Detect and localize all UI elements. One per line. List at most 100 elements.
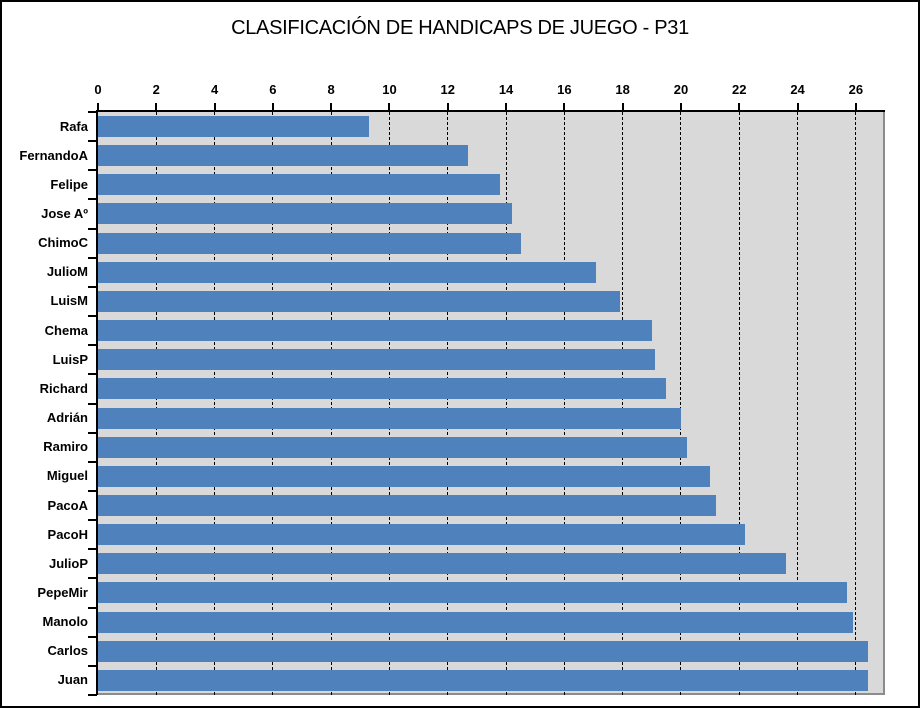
y-axis-line <box>96 110 98 695</box>
bar-juan <box>98 669 868 691</box>
x-tick-14 <box>505 103 508 112</box>
gridline-8 <box>330 112 332 695</box>
x-tick-22 <box>738 103 741 112</box>
bar-pacoa <box>98 494 716 516</box>
x-axis-line <box>96 110 885 112</box>
y-label-manolo: Manolo <box>42 614 89 630</box>
x-tick-20 <box>679 103 682 112</box>
gridline-12 <box>447 112 449 695</box>
x-tick-2 <box>155 103 158 112</box>
bar-luism <box>98 290 620 312</box>
bar-pepemir <box>98 582 848 604</box>
x-tick-0 <box>97 103 99 112</box>
gridline-26 <box>855 112 857 695</box>
y-label-luisp: LuisP <box>52 351 88 367</box>
y-tick-4 <box>88 227 97 230</box>
y-label-luism: LuisM <box>50 293 88 309</box>
bar-chimoc <box>98 232 521 254</box>
y-tick-11 <box>88 431 97 434</box>
y-tick-16 <box>88 577 97 580</box>
y-label-rafa: Rafa <box>59 118 88 134</box>
x-tick-4 <box>213 103 216 112</box>
y-tick-8 <box>88 344 97 347</box>
bar-felipe <box>98 174 501 196</box>
gridline-24 <box>797 112 799 695</box>
y-tick-6 <box>88 285 97 288</box>
bar-richard <box>98 378 667 400</box>
bar-carlos <box>98 640 868 662</box>
y-tick-1 <box>88 140 97 143</box>
x-tick-label-18: 18 <box>615 82 630 97</box>
y-label-pacoa: PacoA <box>47 497 88 513</box>
y-tick-5 <box>88 256 97 259</box>
gridline-10 <box>388 112 390 695</box>
y-tick-10 <box>88 402 97 405</box>
y-label-fernandoa: FernandoA <box>19 147 88 163</box>
bar-fernandoa <box>98 145 469 167</box>
x-tick-label-26: 26 <box>848 82 864 97</box>
x-tick-label-6: 6 <box>269 82 277 97</box>
bar-miguel <box>98 465 711 487</box>
gridline-22 <box>738 112 740 695</box>
bar-josea <box>98 203 512 225</box>
y-tick-20 <box>88 694 97 696</box>
x-tick-18 <box>621 103 624 112</box>
bar-juliom <box>98 261 597 283</box>
x-tick-10 <box>388 103 391 112</box>
bar-ramiro <box>98 436 687 458</box>
y-tick-15 <box>88 548 97 551</box>
y-label-miguel: Miguel <box>46 468 88 484</box>
x-tick-label-24: 24 <box>790 82 805 97</box>
y-tick-7 <box>88 315 97 318</box>
y-tick-9 <box>88 373 97 376</box>
x-tick-label-8: 8 <box>327 82 335 97</box>
y-tick-3 <box>88 198 97 201</box>
y-label-chema: Chema <box>44 322 88 338</box>
x-tick-26 <box>854 103 857 112</box>
y-label-ramiro: Ramiro <box>43 439 88 455</box>
x-tick-8 <box>330 103 333 112</box>
x-tick-12 <box>446 103 449 112</box>
x-tick-label-12: 12 <box>440 82 455 97</box>
y-tick-19 <box>88 664 97 667</box>
x-tick-label-20: 20 <box>673 82 689 97</box>
bar-luisp <box>98 349 655 371</box>
y-label-juliom: JulioM <box>46 264 88 280</box>
x-tick-label-2: 2 <box>152 82 160 97</box>
y-label-pepemir: PepeMir <box>37 584 88 600</box>
x-tick-label-14: 14 <box>498 82 514 97</box>
y-tick-18 <box>88 635 97 638</box>
gridline-20 <box>680 112 682 695</box>
y-label-juan: Juan <box>57 672 88 688</box>
bar-chema <box>98 320 652 342</box>
x-tick-label-22: 22 <box>732 82 747 97</box>
y-label-adrin: Adrián <box>46 410 88 426</box>
x-tick-24 <box>796 103 799 112</box>
bar-juliop <box>98 553 786 575</box>
x-tick-label-0: 0 <box>94 82 102 97</box>
gridline-18 <box>622 112 624 695</box>
gridline-4 <box>214 112 216 695</box>
gridline-14 <box>505 112 507 695</box>
gridline-2 <box>155 112 157 695</box>
x-tick-16 <box>563 103 566 112</box>
y-tick-17 <box>88 606 97 609</box>
bar-adrin <box>98 407 681 429</box>
chart-title: CLASIFICACIÓN DE HANDICAPS DE JUEGO - P3… <box>231 17 689 39</box>
bar-pacoh <box>98 524 746 546</box>
gridline-16 <box>563 112 565 695</box>
y-tick-12 <box>88 460 97 463</box>
y-label-josea: Jose Aº <box>41 206 88 222</box>
y-tick-2 <box>88 169 97 172</box>
x-tick-label-16: 16 <box>557 82 572 97</box>
y-tick-14 <box>88 519 97 522</box>
y-label-pacoh: PacoH <box>47 526 88 542</box>
y-label-felipe: Felipe <box>50 176 88 192</box>
y-label-carlos: Carlos <box>47 643 88 659</box>
y-label-juliop: JulioP <box>48 555 88 571</box>
y-tick-13 <box>88 489 97 492</box>
x-tick-6 <box>271 103 274 112</box>
bar-manolo <box>98 611 853 633</box>
y-label-chimoc: ChimoC <box>38 235 88 251</box>
